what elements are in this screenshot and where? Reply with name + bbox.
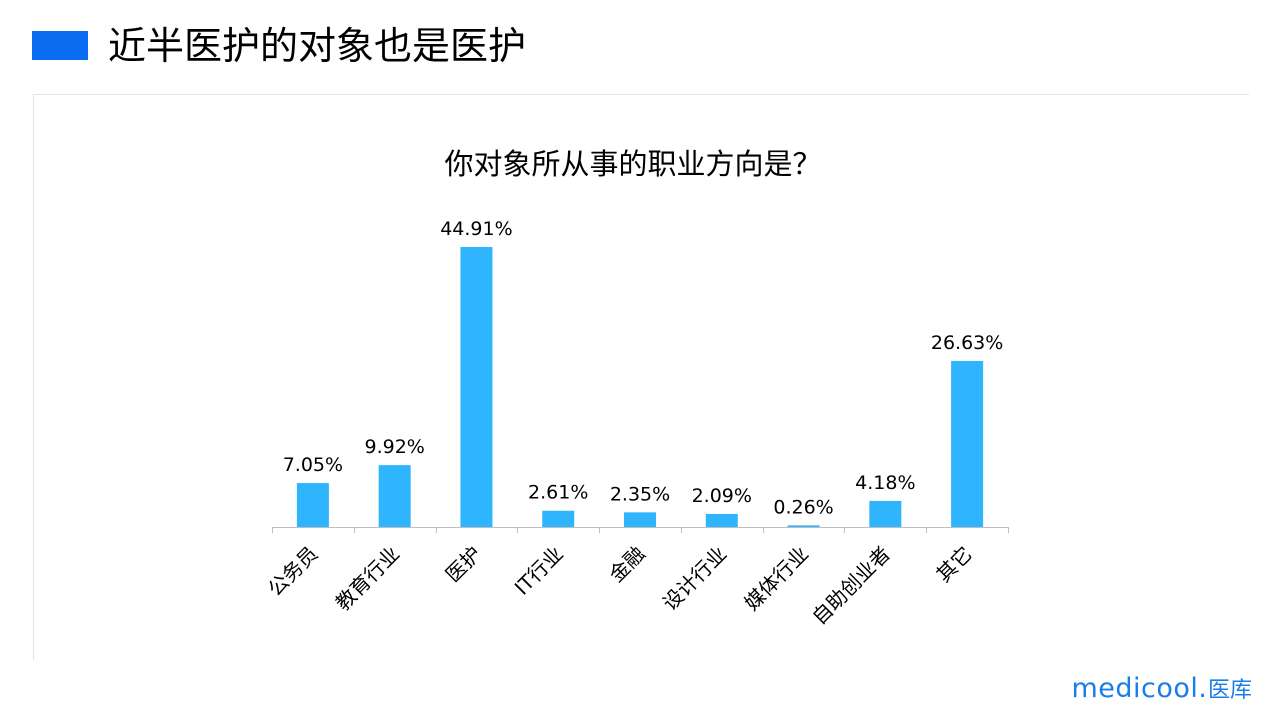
data-label: 26.63% [931, 332, 1003, 354]
bar-9 [951, 360, 984, 527]
x-tick-label: 医护 [441, 542, 486, 587]
data-label: 2.61% [528, 482, 588, 504]
data-label: 2.35% [610, 483, 670, 505]
x-tick-label: 设计行业 [658, 542, 732, 616]
data-label: 9.92% [364, 436, 424, 458]
chart-title: 你对象所从事的职业方向是？ [444, 147, 822, 181]
data-label: 7.05% [283, 454, 343, 476]
logo-latin-text: medicool [1071, 673, 1199, 704]
data-label: 4.18% [855, 472, 915, 494]
data-label: 44.91% [440, 218, 512, 240]
data-label: 0.26% [773, 496, 833, 518]
bar-3 [460, 247, 493, 527]
logo-separator: . [1198, 673, 1207, 704]
x-tick-label: 其它 [931, 542, 976, 587]
bar-4 [542, 510, 575, 527]
x-tick-label: 自助创业者 [807, 542, 895, 630]
title-accent-bar [32, 31, 88, 60]
page-title: 近半医护的对象也是医护 [108, 24, 527, 68]
x-tick-label: IT行业 [510, 542, 568, 600]
bar-5 [624, 512, 656, 527]
bar-7 [787, 525, 820, 527]
x-tick-label: 金融 [604, 542, 649, 587]
bar-1 [296, 483, 329, 527]
bar-2 [378, 465, 411, 527]
x-tick-label: 公务员 [263, 542, 322, 601]
logo-chinese-text: 医库 [1207, 678, 1252, 703]
x-tick-label: 教育行业 [331, 542, 405, 616]
bar-8 [869, 500, 902, 527]
medicool-logo: medicool . 医库 [1071, 672, 1252, 706]
chart-panel [33, 94, 1249, 660]
bar-6 [705, 513, 738, 527]
x-tick-label: 媒体行业 [740, 542, 814, 616]
data-label: 2.09% [692, 485, 752, 507]
